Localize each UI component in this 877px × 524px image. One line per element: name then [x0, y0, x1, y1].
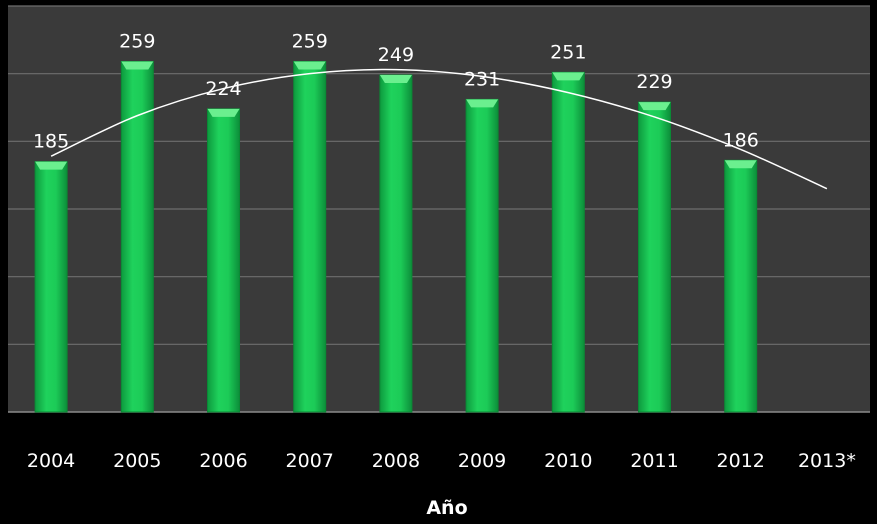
bar-bevel — [293, 61, 326, 70]
bar — [724, 159, 758, 413]
bar-body — [638, 101, 671, 413]
bar-body — [120, 60, 154, 413]
bar-bevel — [121, 61, 154, 70]
bar-bevel — [379, 75, 412, 84]
data-label: 259 — [119, 30, 155, 52]
data-labels: 185 259 224 259 249 231 251 229 186 — [33, 30, 759, 152]
x-tick-label: 2008 — [372, 450, 420, 472]
data-label: 224 — [205, 78, 241, 100]
x-tick-label: 2005 — [113, 450, 161, 472]
bar-body — [293, 60, 327, 413]
data-label: 249 — [378, 44, 414, 66]
x-tick-label: 2009 — [458, 450, 506, 472]
x-tick-label: 2007 — [286, 450, 334, 472]
bar-body — [34, 161, 68, 413]
bar — [207, 108, 240, 413]
bar — [293, 60, 327, 413]
data-label: 259 — [292, 30, 328, 52]
x-tick-label: 2010 — [544, 450, 592, 472]
bar-body — [724, 159, 758, 413]
bar-bevel — [552, 72, 585, 81]
bar-body — [379, 74, 413, 413]
bar-body — [551, 71, 585, 413]
bar-bevel — [724, 160, 757, 169]
x-tick-labels: 2004 2005 2006 2007 2008 2009 2010 2011 2012 2013… — [27, 450, 856, 472]
data-label: 251 — [550, 41, 586, 63]
bar — [120, 60, 154, 413]
bar — [551, 71, 585, 413]
bar — [638, 101, 671, 413]
bar — [379, 74, 413, 413]
x-tick-label: 2011 — [630, 450, 678, 472]
bar — [465, 98, 499, 413]
bar-bevel — [35, 161, 68, 170]
data-label: 231 — [464, 68, 500, 90]
bar-bevel — [207, 108, 240, 117]
x-tick-label: 2013* — [798, 450, 856, 472]
trendline — [50, 68, 828, 190]
x-tick-label: 2004 — [27, 450, 75, 472]
bars — [34, 60, 758, 413]
data-label: 186 — [723, 129, 759, 151]
data-label: 229 — [636, 71, 672, 93]
bar — [34, 161, 68, 413]
bar-bevel — [638, 102, 671, 111]
data-label: 185 — [33, 131, 69, 153]
bar-body — [465, 98, 499, 413]
x-axis-label: Año — [426, 497, 467, 519]
x-tick-label: 2012 — [717, 450, 765, 472]
bar-body — [207, 108, 240, 413]
bar-bevel — [466, 99, 499, 108]
x-tick-label: 2006 — [199, 450, 247, 472]
